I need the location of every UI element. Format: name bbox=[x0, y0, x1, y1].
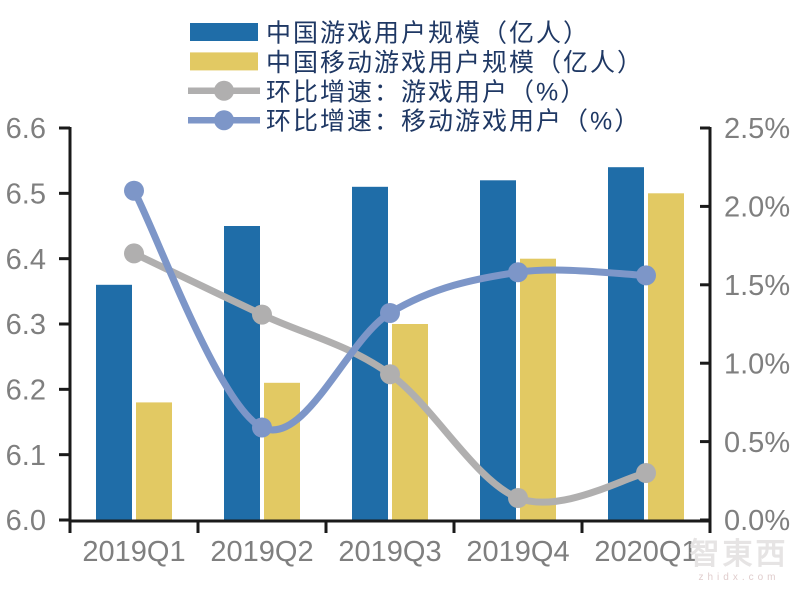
y-axis-right-tick-label: 2.5% bbox=[724, 113, 790, 145]
line-marker bbox=[636, 463, 656, 483]
x-axis-category-label: 2019Q2 bbox=[210, 536, 313, 568]
line-marker bbox=[380, 364, 400, 385]
y-axis-left-tick-label: 6.6 bbox=[6, 113, 46, 145]
legend-label: 中国游戏用户规模（亿人） bbox=[266, 20, 590, 48]
y-axis-left-tick-label: 6.1 bbox=[6, 440, 46, 472]
bar bbox=[648, 193, 684, 522]
bar bbox=[608, 167, 644, 521]
y-axis-right-tick-label: 0.0% bbox=[724, 505, 790, 537]
legend-item-1: 中国移动游戏用户规模（亿人） bbox=[190, 49, 644, 77]
bar bbox=[520, 258, 556, 521]
line-marker bbox=[636, 265, 656, 286]
legend-item-2: 环比增速：游戏用户（%） bbox=[188, 78, 587, 106]
line-marker bbox=[124, 243, 144, 264]
y-axis-left-tick-label: 6.3 bbox=[6, 309, 46, 341]
bar-series-1 bbox=[136, 193, 684, 522]
legend-item-0: 中国游戏用户规模（亿人） bbox=[190, 20, 590, 48]
y-axis-right-tick-label: 2.0% bbox=[724, 192, 790, 224]
line-marker bbox=[380, 303, 400, 323]
y-axis-right-tick-label: 1.5% bbox=[724, 270, 790, 302]
y-axis-right-tick-label: 0.5% bbox=[724, 427, 790, 459]
legend-marker-icon bbox=[214, 110, 234, 131]
y-axis-left-tick-label: 6.0 bbox=[6, 505, 46, 537]
line-path bbox=[130, 187, 650, 434]
line-marker bbox=[508, 262, 528, 283]
legend-label: 环比增速：游戏用户（%） bbox=[266, 78, 587, 106]
legend-item-3: 环比增速：移动游戏用户（%） bbox=[188, 108, 641, 136]
x-axis-category-label: 2019Q3 bbox=[338, 536, 441, 568]
y-axis-right: 0.0% 0.5% 1.0% 1.5% 2.0% 2.5% bbox=[700, 113, 790, 537]
y-axis-left-tick-label: 6.4 bbox=[6, 244, 46, 276]
legend-bar-swatch bbox=[190, 23, 258, 41]
y-axis-left-tick-label: 6.5 bbox=[6, 178, 46, 210]
bar bbox=[224, 226, 260, 521]
legend-bar-swatch bbox=[190, 52, 258, 71]
legend-label: 环比增速：移动游戏用户（%） bbox=[266, 108, 641, 136]
legend-marker-icon bbox=[214, 80, 234, 101]
bar bbox=[136, 402, 172, 521]
line-marker bbox=[252, 304, 272, 325]
x-axis: 2019Q1 2019Q2 2019Q3 2019Q4 2020Q1 bbox=[68, 519, 712, 568]
line-series-0 bbox=[124, 243, 656, 508]
bar bbox=[264, 382, 300, 521]
line-marker bbox=[124, 180, 144, 201]
line-marker bbox=[508, 488, 528, 508]
x-axis-category-label: 2019Q4 bbox=[466, 536, 569, 568]
line-marker bbox=[252, 417, 272, 438]
line-series-1 bbox=[124, 180, 656, 438]
y-axis-left: 6.0 6.1 6.2 6.3 6.4 6.5 6.6 bbox=[6, 113, 72, 537]
bar bbox=[96, 284, 132, 521]
bar bbox=[480, 180, 516, 522]
y-axis-right-tick-label: 1.0% bbox=[724, 348, 790, 380]
bar-series-0 bbox=[96, 167, 644, 522]
x-axis-category-label: 2020Q1 bbox=[594, 536, 697, 568]
legend: 中国游戏用户规模（亿人）中国移动游戏用户规模（亿人）环比增速：游戏用户（%）环比… bbox=[188, 20, 644, 136]
y-axis-left-tick-label: 6.2 bbox=[6, 374, 46, 406]
legend-label: 中国移动游戏用户规模（亿人） bbox=[266, 49, 644, 77]
bar bbox=[392, 324, 428, 521]
x-axis-category-label: 2019Q1 bbox=[82, 536, 185, 568]
